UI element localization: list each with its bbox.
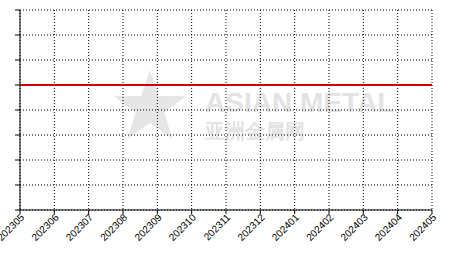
x-grid-line: [191, 10, 192, 210]
chart: ASIAN METAL亚洲金属网202305202306202307202308…: [0, 0, 466, 272]
x-tick-label: 202312: [235, 211, 267, 243]
x-tick-label: 202402: [304, 211, 336, 243]
grid: 2023052023062023072023082023092023102023…: [0, 10, 439, 243]
x-grid-line: [363, 10, 364, 210]
x-grid-line: [294, 10, 295, 210]
x-tick-label: 202403: [338, 211, 370, 243]
x-tick-label: 202305: [0, 211, 27, 243]
series-line: [20, 84, 432, 86]
y-axis: [20, 10, 21, 210]
y-tick: [15, 110, 20, 111]
y-grid-line: [20, 210, 432, 211]
x-grid-line: [260, 10, 261, 210]
x-tick-label: 202306: [29, 211, 61, 243]
y-tick: [15, 10, 20, 11]
x-grid-line: [432, 10, 433, 210]
x-tick-label: 202308: [98, 211, 130, 243]
x-tick-label: 202404: [373, 211, 405, 243]
x-axis: [20, 210, 432, 211]
x-grid-line: [157, 10, 158, 210]
y-tick: [15, 210, 20, 211]
plot-area: [20, 85, 432, 86]
x-tick-label: 202405: [407, 211, 439, 243]
x-grid-line: [123, 10, 124, 210]
x-grid-line: [329, 10, 330, 210]
watermark-text: 亚洲金属网: [204, 120, 305, 142]
x-grid-line: [226, 10, 227, 210]
x-tick-label: 202401: [270, 211, 302, 243]
y-tick: [15, 185, 20, 186]
y-grid-line: [20, 60, 432, 61]
x-tick-label: 202311: [202, 211, 233, 242]
x-tick-label: 202307: [64, 211, 96, 243]
y-grid-line: [20, 85, 432, 86]
y-tick: [15, 135, 20, 136]
watermark: ASIAN METAL亚洲金属网: [114, 70, 394, 142]
x-grid-line: [20, 10, 21, 210]
x-grid-line: [88, 10, 89, 210]
x-grid-line: [54, 10, 55, 210]
x-tick-label: 202310: [167, 211, 199, 243]
x-tick-label: 202309: [132, 211, 164, 243]
y-tick: [15, 160, 20, 161]
y-grid-line: [20, 135, 432, 136]
x-grid-line: [397, 10, 398, 210]
watermark-text: ASIAN METAL: [205, 87, 394, 118]
y-tick: [15, 60, 20, 61]
y-tick: [15, 85, 20, 86]
y-tick: [15, 35, 20, 36]
watermark-star: [114, 70, 186, 139]
